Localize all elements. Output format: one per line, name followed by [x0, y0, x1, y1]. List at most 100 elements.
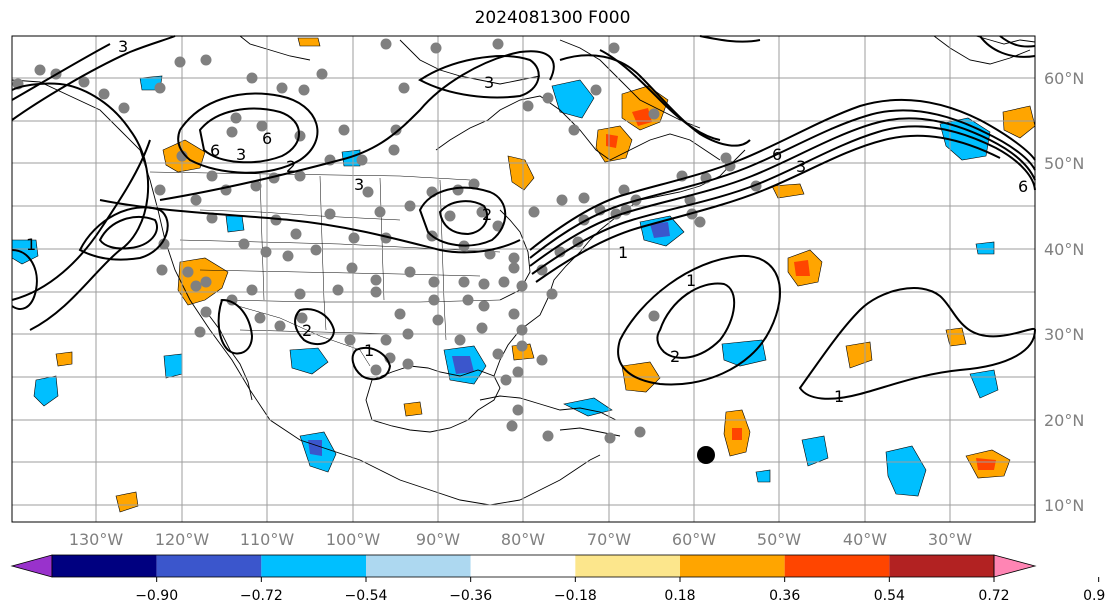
colorbar-under-extension	[10, 554, 53, 578]
station-dot	[274, 320, 286, 332]
station-dot	[246, 284, 258, 296]
station-dot	[398, 82, 410, 94]
contour-label: 2	[670, 347, 680, 366]
strong-positive-anomaly	[606, 134, 618, 148]
negative-anomaly-patch	[755, 469, 771, 483]
colorbar-cell	[156, 555, 262, 577]
station-dot	[404, 266, 416, 278]
station-dot	[528, 206, 540, 218]
station-dot	[694, 216, 706, 228]
station-dot	[370, 364, 382, 376]
station-dot	[270, 214, 282, 226]
station-dot	[556, 194, 568, 206]
station-dot	[430, 42, 442, 54]
station-dot	[428, 276, 440, 288]
station-dot	[78, 76, 90, 88]
station-dot	[388, 144, 400, 156]
colorbar-cell	[784, 555, 890, 577]
positive-anomaly-patch	[115, 491, 139, 513]
station-dots	[12, 38, 762, 444]
station-dot	[290, 228, 302, 240]
negative-anomaly-patch	[563, 397, 613, 417]
station-dot	[648, 310, 660, 322]
colorbar-tick-label: 0.54	[874, 588, 905, 604]
station-dot	[498, 276, 510, 288]
station-dot	[390, 124, 402, 136]
lon-label-110: 110°W	[240, 530, 295, 549]
negative-anomaly-patch	[551, 79, 595, 119]
colorbar-cell	[889, 555, 994, 577]
negative-anomaly-patch	[975, 241, 995, 255]
lon-label-50: 50°W	[757, 530, 801, 549]
station-dot	[590, 84, 602, 96]
station-dot	[462, 294, 474, 306]
negative-anomaly-patch	[163, 353, 183, 379]
station-dot	[508, 262, 520, 274]
station-dot	[720, 152, 732, 164]
contour-label: 2	[286, 157, 296, 176]
contour-label: 3	[236, 145, 246, 164]
station-dot	[618, 184, 630, 196]
station-dot	[608, 42, 620, 54]
station-dot	[568, 124, 580, 136]
station-dot	[174, 56, 186, 68]
contour-lines	[11, 35, 1037, 400]
station-dot	[380, 38, 392, 50]
station-dot	[154, 82, 166, 94]
station-dot	[542, 92, 554, 104]
map-title: 2024081300 F000	[474, 8, 631, 28]
negative-anomaly-patch	[289, 347, 329, 375]
map-frame	[11, 35, 1036, 523]
positive-anomaly-patch	[1002, 105, 1036, 139]
station-dot	[282, 250, 294, 262]
colorbar: −0.90 −0.72 −0.54 −0.36 −0.18 0.18 0.36 0.54 0.7…	[10, 554, 1105, 604]
negative-anomaly-patch	[225, 215, 245, 233]
strong-negative-anomaly	[650, 222, 670, 238]
station-dot	[34, 64, 46, 76]
lon-label-100: 100°W	[326, 530, 381, 549]
negative-anomaly-patch	[341, 149, 361, 167]
station-dot	[536, 264, 548, 276]
station-dot	[98, 88, 110, 100]
station-dot	[194, 326, 206, 338]
station-dot	[432, 314, 444, 326]
strong-positive-anomaly	[794, 260, 810, 276]
contour-label: 3	[796, 157, 806, 176]
contour-label: 3	[354, 175, 364, 194]
station-dot	[476, 322, 488, 334]
station-dot	[200, 276, 212, 288]
station-dot	[200, 54, 212, 66]
station-dot	[294, 170, 306, 182]
station-dot	[648, 108, 660, 120]
station-dot	[206, 212, 218, 224]
lat-label-20: 20°N	[1044, 411, 1084, 430]
colorbar-tick-label: 0.36	[769, 588, 800, 604]
lat-label-60: 60°N	[1044, 69, 1084, 88]
station-dot	[512, 366, 524, 378]
station-dot	[296, 312, 308, 324]
colorbar-tick-label: −0.18	[554, 588, 597, 604]
positive-anomaly-patch	[945, 327, 967, 347]
station-dot	[458, 276, 470, 288]
positive-anomaly-patch	[55, 351, 73, 367]
lat-label-10: 10°N	[1044, 496, 1084, 515]
station-dot	[298, 84, 310, 96]
storm-marker	[697, 446, 715, 464]
station-dot	[276, 82, 288, 94]
station-dot	[546, 288, 558, 300]
contour-label: 3	[118, 37, 128, 56]
station-dot	[154, 184, 166, 196]
station-dot	[428, 294, 440, 306]
station-dot	[492, 348, 504, 360]
station-dot	[226, 126, 238, 138]
station-dot	[402, 328, 414, 340]
contour-label: 1	[364, 341, 374, 360]
lat-label-40: 40°N	[1044, 240, 1084, 259]
lon-label-70: 70°W	[587, 530, 631, 549]
station-dot	[250, 180, 262, 192]
colorbar-cell	[470, 555, 576, 577]
lon-label-40: 40°W	[843, 530, 887, 549]
colorbar-border	[51, 554, 995, 578]
positive-anomaly-patch	[507, 155, 535, 191]
